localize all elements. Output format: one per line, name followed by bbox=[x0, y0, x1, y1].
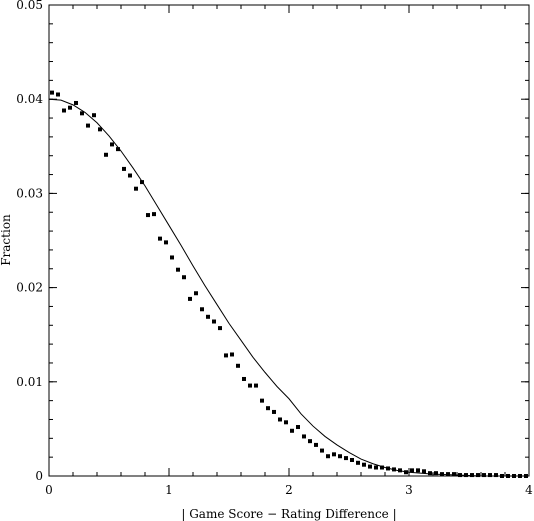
y-tick-label: 0.05 bbox=[16, 0, 43, 12]
data-point bbox=[56, 92, 60, 97]
data-point bbox=[446, 472, 450, 477]
data-point bbox=[278, 417, 282, 422]
data-point bbox=[158, 236, 162, 241]
x-tick-label: 3 bbox=[405, 483, 413, 497]
data-point bbox=[128, 173, 132, 178]
data-point bbox=[428, 471, 432, 476]
data-point bbox=[110, 142, 114, 147]
x-tick-label: 0 bbox=[45, 483, 53, 497]
data-point bbox=[452, 472, 456, 477]
data-point bbox=[164, 240, 168, 245]
x-tick-label: 2 bbox=[285, 483, 293, 497]
data-point bbox=[206, 314, 210, 319]
data-point bbox=[188, 296, 192, 301]
data-point bbox=[272, 409, 276, 414]
data-point bbox=[92, 113, 96, 118]
data-point bbox=[338, 454, 342, 459]
y-tick-label: 0 bbox=[35, 469, 43, 483]
axis-ticks bbox=[48, 4, 530, 477]
fit-curve bbox=[48, 98, 529, 477]
y-tick-label: 0.03 bbox=[16, 186, 43, 200]
data-point bbox=[374, 465, 378, 470]
data-points bbox=[50, 90, 528, 478]
data-point bbox=[380, 465, 384, 470]
data-point bbox=[248, 383, 252, 388]
data-point bbox=[350, 457, 354, 462]
data-point bbox=[494, 473, 498, 478]
data-point bbox=[356, 460, 360, 465]
data-point bbox=[116, 147, 120, 152]
data-point bbox=[326, 454, 330, 459]
y-tick-label: 0.02 bbox=[16, 281, 43, 295]
data-point bbox=[242, 376, 246, 381]
data-point bbox=[98, 127, 102, 132]
y-tick-label: 0.04 bbox=[16, 92, 43, 106]
data-point bbox=[488, 473, 492, 478]
data-point bbox=[368, 464, 372, 469]
data-point bbox=[458, 473, 462, 478]
data-point bbox=[62, 108, 66, 113]
data-point bbox=[80, 111, 84, 116]
y-axis-label: Fraction bbox=[0, 214, 13, 266]
data-point bbox=[308, 439, 312, 444]
data-point bbox=[260, 398, 264, 403]
data-point bbox=[86, 123, 90, 128]
data-point bbox=[386, 466, 390, 471]
data-point bbox=[476, 473, 480, 478]
data-point bbox=[182, 275, 186, 280]
data-point bbox=[434, 471, 438, 476]
data-point bbox=[236, 363, 240, 368]
data-point bbox=[218, 326, 222, 331]
data-point bbox=[224, 353, 228, 358]
data-point bbox=[410, 468, 414, 473]
data-point bbox=[200, 307, 204, 312]
data-point bbox=[284, 420, 288, 425]
data-point bbox=[176, 267, 180, 272]
data-point bbox=[170, 255, 174, 260]
data-point bbox=[50, 90, 54, 95]
data-point bbox=[524, 474, 528, 478]
data-point bbox=[254, 383, 258, 388]
data-point bbox=[194, 291, 198, 296]
x-tick-label: 1 bbox=[165, 483, 173, 497]
data-point bbox=[332, 452, 336, 457]
x-tick-label: 4 bbox=[525, 483, 533, 497]
data-point bbox=[404, 470, 408, 475]
data-point bbox=[302, 434, 306, 439]
data-point bbox=[470, 473, 474, 478]
data-point bbox=[212, 319, 216, 324]
data-point bbox=[266, 406, 270, 411]
data-point bbox=[290, 428, 294, 433]
data-point bbox=[68, 105, 72, 110]
data-point bbox=[74, 100, 78, 105]
data-point bbox=[392, 467, 396, 472]
data-point bbox=[230, 352, 234, 357]
data-point bbox=[518, 474, 522, 478]
data-point bbox=[152, 212, 156, 217]
data-point bbox=[482, 473, 486, 478]
data-point bbox=[464, 473, 468, 478]
data-point bbox=[296, 425, 300, 430]
data-point bbox=[344, 456, 348, 461]
data-point bbox=[398, 468, 402, 473]
data-point bbox=[314, 442, 318, 447]
data-point bbox=[134, 186, 138, 191]
data-point bbox=[146, 213, 150, 218]
data-point bbox=[500, 474, 504, 478]
data-point bbox=[320, 448, 324, 453]
data-point bbox=[512, 474, 516, 478]
data-point bbox=[506, 474, 510, 478]
y-tick-label: 0.01 bbox=[16, 375, 43, 389]
data-point bbox=[416, 468, 420, 473]
data-point bbox=[104, 152, 108, 157]
plot-frame bbox=[48, 4, 530, 477]
data-point bbox=[122, 166, 126, 171]
tick-labels: 0 1 2 3 4 0 0.01 0.02 0.03 0.04 0.05 bbox=[16, 0, 533, 497]
x-axis-label: | Game Score − Rating Difference | bbox=[181, 507, 396, 521]
data-point bbox=[362, 462, 366, 467]
data-point bbox=[140, 180, 144, 185]
data-point bbox=[422, 469, 426, 474]
data-point bbox=[440, 472, 444, 477]
